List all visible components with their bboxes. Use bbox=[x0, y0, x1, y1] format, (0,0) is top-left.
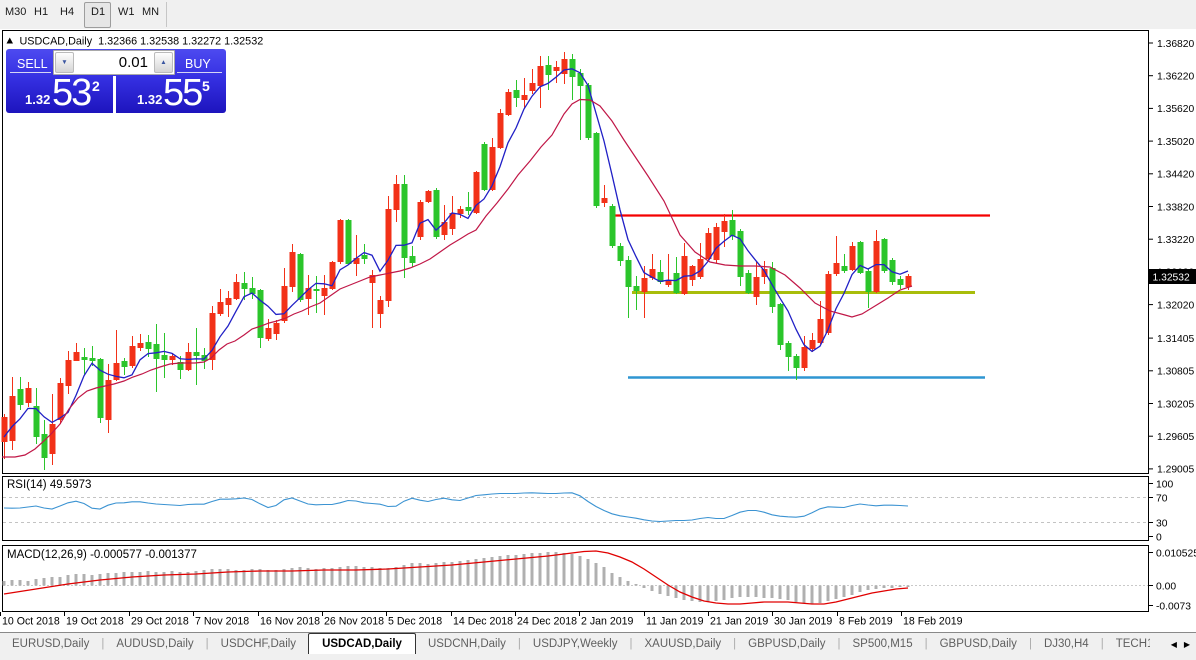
svg-text:USDCAD,Daily 1.32366 1.32538: USDCAD,Daily 1.32366 1.32538 1.32272 1.3… bbox=[20, 36, 264, 48]
svg-text:10 Oct 2018: 10 Oct 2018 bbox=[2, 616, 60, 628]
svg-text:-0.0073: -0.0073 bbox=[1156, 601, 1191, 612]
svg-text:19 Oct 2018: 19 Oct 2018 bbox=[66, 616, 124, 628]
svg-text:1.33820: 1.33820 bbox=[1157, 202, 1194, 213]
svg-text:1.34420: 1.34420 bbox=[1157, 170, 1194, 181]
svg-text:1.29005: 1.29005 bbox=[1157, 465, 1194, 476]
svg-text:0: 0 bbox=[1156, 532, 1162, 543]
svg-text:0.00: 0.00 bbox=[1156, 581, 1176, 592]
svg-text:1.33220: 1.33220 bbox=[1157, 235, 1194, 246]
svg-text:2 Jan 2019: 2 Jan 2019 bbox=[581, 616, 634, 628]
svg-text:7 Nov 2018: 7 Nov 2018 bbox=[195, 616, 249, 628]
svg-text:16 Nov 2018: 16 Nov 2018 bbox=[260, 616, 320, 628]
svg-text:18 Feb 2019: 18 Feb 2019 bbox=[903, 616, 963, 628]
svg-text:100: 100 bbox=[1156, 479, 1173, 490]
svg-text:30: 30 bbox=[1156, 518, 1168, 529]
svg-text:1.30805: 1.30805 bbox=[1157, 367, 1194, 378]
svg-text:1.32532: 1.32532 bbox=[1153, 272, 1190, 283]
svg-text:1.35020: 1.35020 bbox=[1157, 137, 1194, 148]
svg-text:26 Nov 2018: 26 Nov 2018 bbox=[324, 616, 384, 628]
svg-text:1.31405: 1.31405 bbox=[1157, 334, 1194, 345]
svg-text:5 Dec 2018: 5 Dec 2018 bbox=[388, 616, 442, 628]
svg-text:RSI(14) 49.5973: RSI(14) 49.5973 bbox=[7, 479, 91, 491]
svg-text:29 Oct 2018: 29 Oct 2018 bbox=[131, 616, 189, 628]
svg-text:14 Dec 2018: 14 Dec 2018 bbox=[453, 616, 513, 628]
svg-text:8 Feb 2019: 8 Feb 2019 bbox=[839, 616, 893, 628]
svg-text:1.32020: 1.32020 bbox=[1157, 300, 1194, 311]
svg-text:1.30205: 1.30205 bbox=[1157, 399, 1194, 410]
svg-text:1.36220: 1.36220 bbox=[1157, 72, 1194, 83]
svg-text:70: 70 bbox=[1156, 493, 1168, 504]
svg-text:30 Jan 2019: 30 Jan 2019 bbox=[774, 616, 832, 628]
svg-text:MACD(12,26,9) -0.000577 -0.001: MACD(12,26,9) -0.000577 -0.001377 bbox=[7, 549, 197, 561]
svg-text:1.29605: 1.29605 bbox=[1157, 432, 1194, 443]
svg-text:0.010525: 0.010525 bbox=[1156, 548, 1196, 559]
svg-text:1.36820: 1.36820 bbox=[1157, 39, 1194, 50]
svg-text:1.35620: 1.35620 bbox=[1157, 104, 1194, 115]
svg-text:11 Jan 2019: 11 Jan 2019 bbox=[646, 616, 704, 628]
svg-text:24 Dec 2018: 24 Dec 2018 bbox=[517, 616, 577, 628]
svg-text:21 Jan 2019: 21 Jan 2019 bbox=[710, 616, 768, 628]
